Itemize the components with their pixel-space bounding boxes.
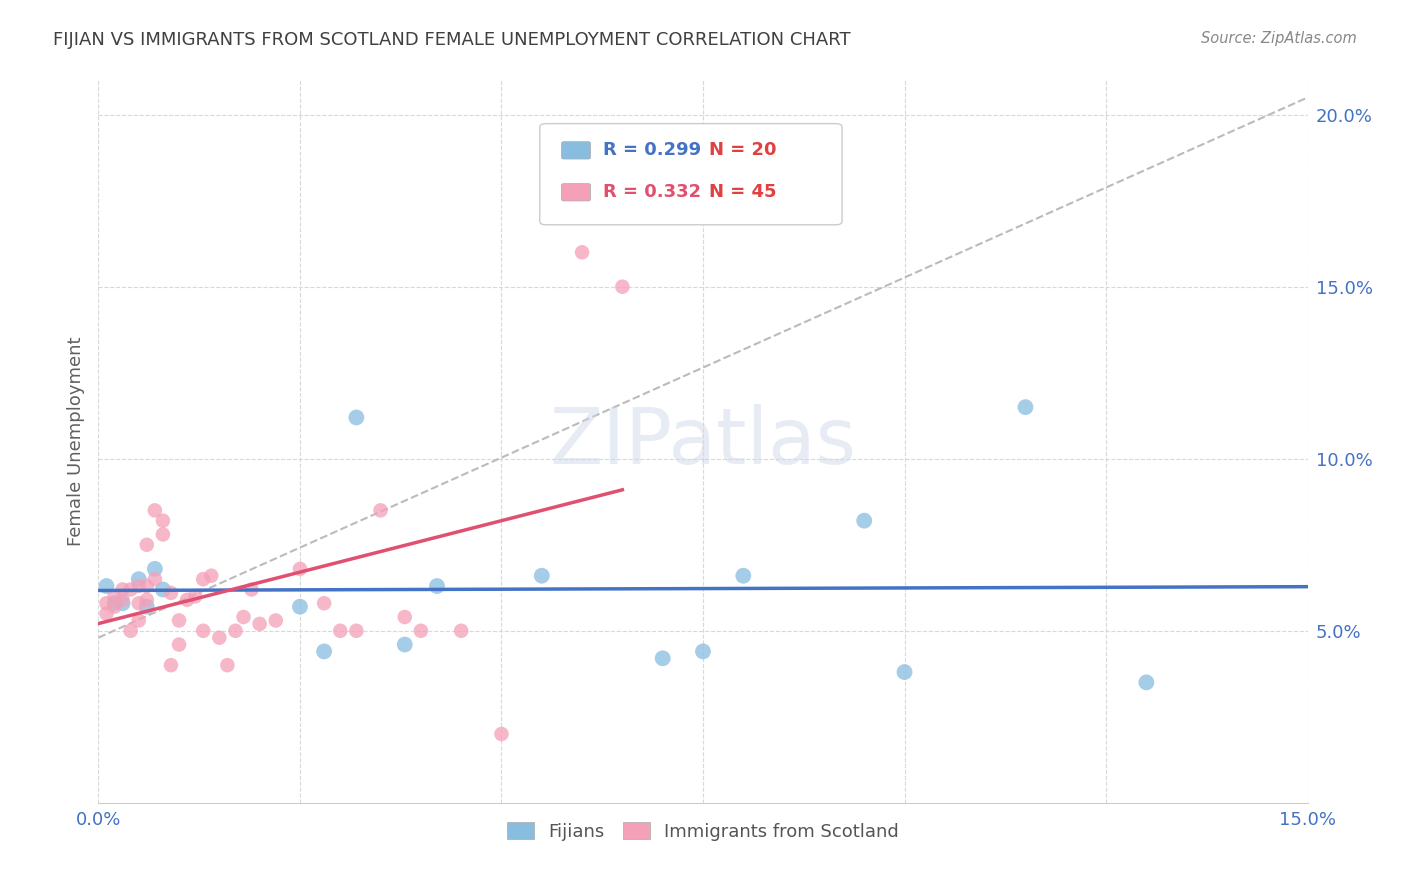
Point (344, 624, 367, 638)
Point (135, 592, 157, 607)
Point (193, 572, 215, 586)
Point (167, 614, 190, 628)
Point (152, 582, 174, 597)
Point (314, 644, 336, 658)
Point (1135, 675, 1157, 690)
Point (96, 596, 118, 610)
Point (208, 631, 231, 645)
Point (128, 596, 150, 610)
Point (394, 610, 416, 624)
Point (143, 503, 166, 517)
Text: R = 0.332: R = 0.332 (603, 183, 700, 202)
Point (409, 624, 432, 638)
Point (152, 527, 174, 541)
Point (450, 624, 472, 638)
Point (167, 638, 190, 652)
Legend: Fijians, Immigrants from Scotland: Fijians, Immigrants from Scotland (499, 815, 907, 848)
Point (491, 727, 513, 741)
Point (184, 590, 207, 604)
Point (96, 607, 118, 621)
Text: Source: ZipAtlas.com: Source: ZipAtlas.com (1201, 31, 1357, 46)
Point (651, 651, 673, 665)
Point (128, 579, 150, 593)
Point (344, 410, 367, 425)
Point (135, 538, 157, 552)
Text: N = 20: N = 20 (709, 141, 776, 160)
Point (530, 568, 553, 582)
Point (853, 514, 876, 528)
Point (160, 586, 183, 600)
Point (893, 665, 915, 679)
FancyBboxPatch shape (561, 142, 591, 159)
Point (103, 596, 125, 610)
FancyBboxPatch shape (540, 124, 842, 225)
Text: N = 45: N = 45 (709, 183, 776, 202)
FancyBboxPatch shape (561, 184, 591, 201)
Point (152, 514, 174, 528)
Point (111, 582, 134, 597)
Point (370, 503, 392, 517)
Point (103, 590, 125, 604)
Point (240, 582, 263, 597)
Point (143, 562, 166, 576)
Point (200, 568, 222, 582)
Text: ZIPatlas: ZIPatlas (550, 403, 856, 480)
Point (612, 279, 634, 293)
Point (120, 624, 142, 638)
Point (692, 644, 714, 658)
Point (264, 614, 287, 628)
Point (288, 599, 311, 614)
Point (571, 245, 593, 260)
Point (128, 572, 150, 586)
Point (96, 579, 118, 593)
Text: FIJIAN VS IMMIGRANTS FROM SCOTLAND FEMALE UNEMPLOYMENT CORRELATION CHART: FIJIAN VS IMMIGRANTS FROM SCOTLAND FEMAL… (53, 31, 851, 49)
Point (193, 624, 215, 638)
Point (128, 614, 150, 628)
Point (426, 579, 449, 593)
Point (143, 572, 166, 586)
Point (733, 568, 755, 582)
Point (1014, 400, 1036, 414)
Point (111, 596, 134, 610)
Point (135, 599, 157, 614)
Point (288, 562, 311, 576)
Point (120, 582, 142, 597)
Text: R = 0.299: R = 0.299 (603, 141, 700, 160)
Point (135, 579, 157, 593)
Point (394, 638, 416, 652)
Point (224, 624, 246, 638)
Y-axis label: Female Unemployment: Female Unemployment (66, 337, 84, 546)
Point (329, 624, 352, 638)
Point (103, 599, 125, 614)
Point (160, 658, 183, 673)
Point (176, 592, 198, 607)
Point (314, 596, 336, 610)
Point (111, 592, 134, 607)
Point (232, 610, 254, 624)
Point (249, 616, 271, 631)
Point (217, 658, 239, 673)
